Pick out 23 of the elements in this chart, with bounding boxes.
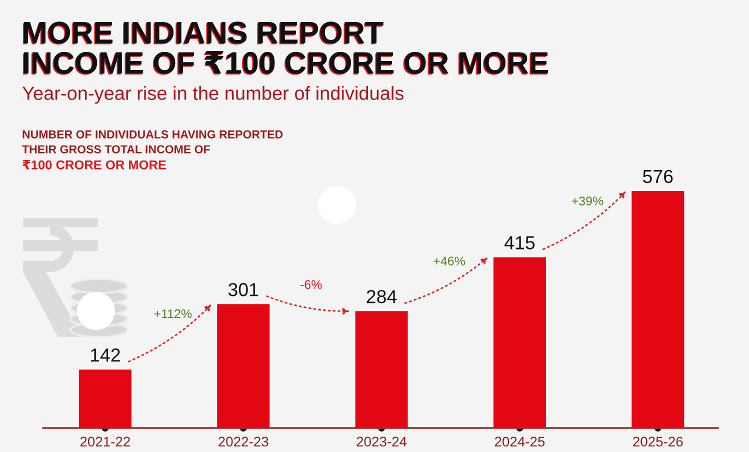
x-tick-label: 2025-26 xyxy=(633,436,683,447)
x-tick-label: 2022-23 xyxy=(218,436,268,447)
x-tick-label: 2021-22 xyxy=(80,436,130,447)
data-label: 142 xyxy=(90,348,120,362)
annotation: +46% xyxy=(434,256,465,266)
chart-subtitle: Year-on-year rise in the number of individuals xyxy=(22,86,404,104)
bar xyxy=(355,311,408,428)
text: ₹100 CRORE OR MORE xyxy=(22,160,166,170)
bar xyxy=(493,257,546,428)
data-label: 415 xyxy=(504,236,535,250)
annotation: +39% xyxy=(572,196,604,206)
bar xyxy=(217,304,270,428)
data-label: 301 xyxy=(228,283,258,296)
data-label: 576 xyxy=(643,170,673,184)
annotation: -6% xyxy=(300,280,322,289)
data-label: 284 xyxy=(366,290,397,304)
x-tick-label: 2023-24 xyxy=(356,436,407,447)
chart-title: MORE INDIANS REPORT INCOME OF ₹100 CRORE OR MORE xyxy=(22,22,548,75)
x-tick-label: 2024-25 xyxy=(494,436,545,447)
bar xyxy=(632,191,684,428)
text: NUMBER OF INDIVIDUALS HAVING REPORTED THEIR GROSS TOTAL INCOME OF xyxy=(22,130,283,154)
bar xyxy=(78,370,132,428)
annotation: +112% xyxy=(154,309,192,318)
